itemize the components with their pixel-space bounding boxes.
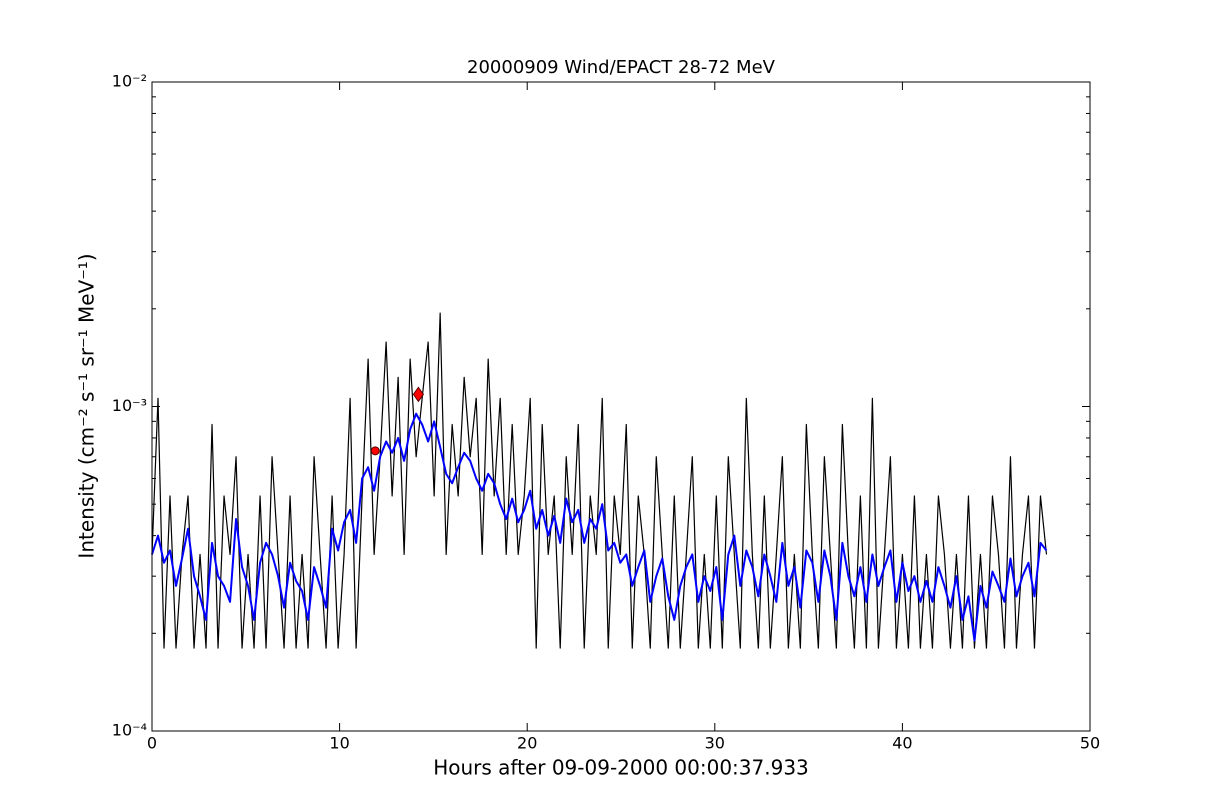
- y-tick-label: 10⁻³: [112, 396, 147, 415]
- x-tick-label: 0: [147, 734, 157, 753]
- x-tick-label: 40: [892, 734, 912, 753]
- circle-marker: [370, 446, 380, 456]
- chart-title: 20000909 Wind/EPACT 28-72 MeV: [467, 57, 776, 78]
- y-tick-label: 10⁻²: [112, 72, 147, 91]
- y-axis-label: Intensity (cm⁻² s⁻¹ sr⁻¹ MeV⁻¹): [75, 253, 99, 558]
- data-line: [151, 412, 1048, 642]
- data-line: [151, 312, 1048, 649]
- x-axis-label: Hours after 09-09-2000 00:00:37.933: [433, 756, 809, 780]
- x-tick-label: 50: [1080, 734, 1100, 753]
- y-tick-label: 10⁻⁴: [112, 721, 147, 740]
- x-tick-label: 30: [705, 734, 725, 753]
- diamond-marker: [412, 386, 425, 403]
- x-tick-label: 10: [329, 734, 349, 753]
- x-tick-label: 20: [517, 734, 537, 753]
